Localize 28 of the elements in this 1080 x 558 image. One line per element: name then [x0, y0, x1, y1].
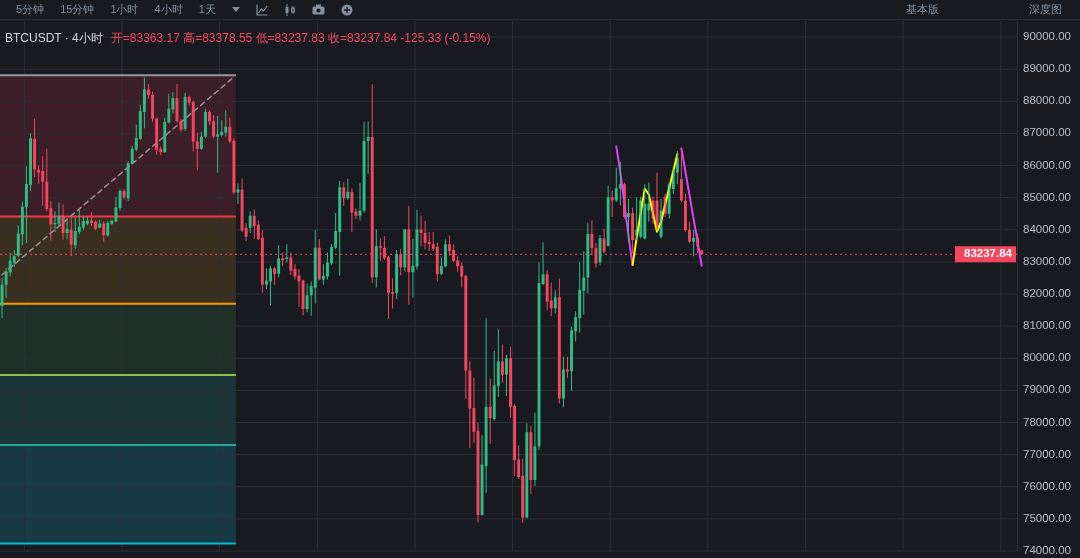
y-tick-label: 89000.00 [1023, 62, 1071, 75]
y-tick-label: 85000.00 [1023, 190, 1071, 203]
y-tick-label: 81000.00 [1023, 319, 1071, 332]
y-tick-label: 79000.00 [1023, 383, 1071, 396]
text: 5分钟 [16, 2, 45, 17]
y-tick-label: 88000.00 [1023, 94, 1071, 107]
y-tick-label: 76000.00 [1023, 479, 1071, 492]
text: BTCUSDT · 4小时 [5, 31, 103, 45]
y-tick-label: 75000.00 [1023, 511, 1071, 524]
text: 1天 [198, 2, 216, 17]
y-tick-label: 83000.00 [1023, 254, 1071, 267]
y-tick-label: 86000.00 [1023, 158, 1071, 171]
y-tick-label: 82000.00 [1023, 287, 1071, 300]
text: 1小时 [110, 2, 139, 17]
text: 15分钟 [60, 2, 95, 17]
text: 开=83363.17 高=83378.55 低=83237.83 收=83237.84 -125.33 (-0.15%) [110, 31, 491, 45]
text: 深度图 [1029, 2, 1062, 17]
y-tick-label: 80000.00 [1023, 351, 1071, 364]
line-series [631, 153, 679, 266]
y-tick-label: 90000.00 [1023, 30, 1071, 43]
text: 4小时 [154, 2, 183, 17]
text: 基本版 [906, 2, 939, 17]
y-tick-label: 74000.00 [1023, 544, 1071, 556]
y-tick-label: 84000.00 [1023, 222, 1071, 235]
y-tick-label: 78000.00 [1023, 415, 1071, 428]
ref-line-label: 83237.84 [964, 247, 1013, 260]
y-tick-label: 77000.00 [1023, 447, 1071, 460]
y-tick-label: 87000.00 [1023, 126, 1071, 139]
